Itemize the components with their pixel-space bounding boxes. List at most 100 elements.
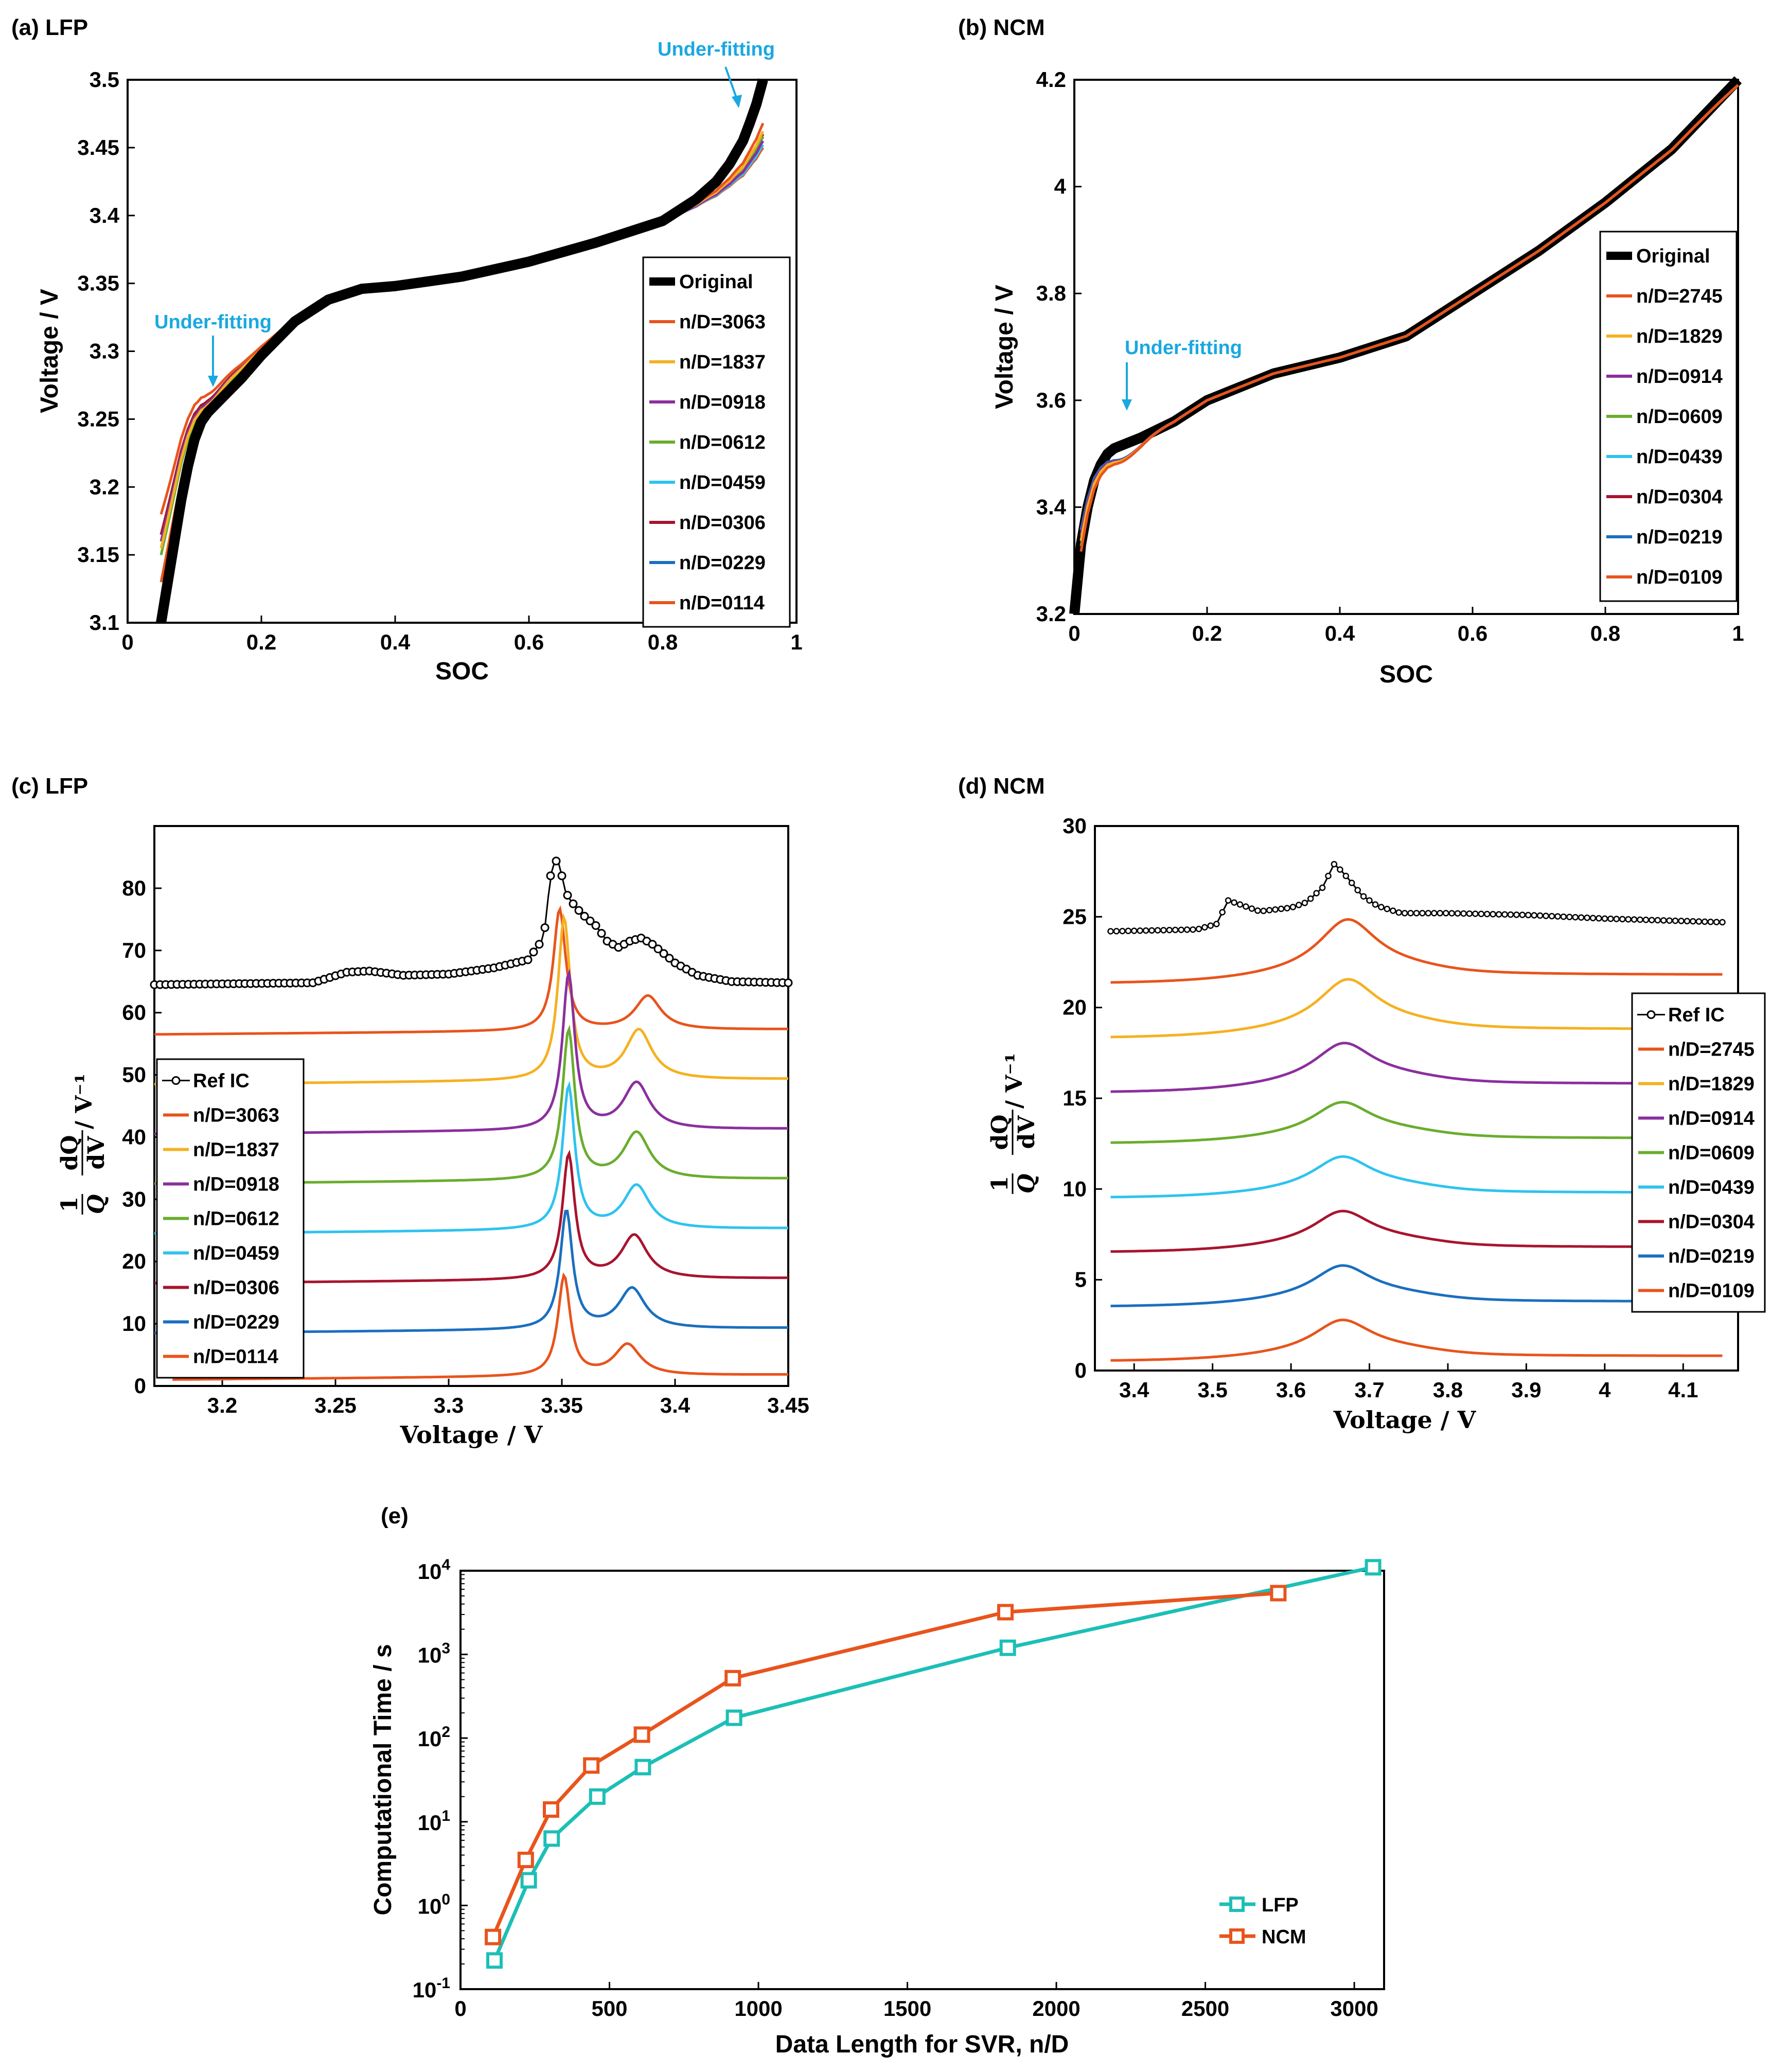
panel-c-legend-label: n/D=0306 xyxy=(193,1277,279,1299)
panel-e-legend-label: LFP xyxy=(1262,1894,1299,1916)
panel-c-axes xyxy=(153,825,789,1387)
panel-e-legend-marker xyxy=(1229,1928,1245,1944)
panel-d-ref-ic-marker xyxy=(1531,912,1537,919)
d-xtick-label: 3.4 xyxy=(1119,1378,1149,1402)
panel-a-legend-label: n/D=0918 xyxy=(679,392,766,413)
panel-d-ref-ic-marker xyxy=(1296,902,1302,908)
panel-d-ref-ic-marker xyxy=(1631,916,1638,923)
panel-a-legend-label: n/D=1837 xyxy=(679,352,766,373)
panel-d-ref-ic-marker xyxy=(1684,918,1691,925)
panel-d-legend-label: n/D=0109 xyxy=(1668,1280,1755,1302)
panel-e-marker-LFP xyxy=(486,1952,503,1969)
panel-a-yticks: 3.1 3.15 3.2 3.25 3.3 3.35 3.4 3.45 3.5 xyxy=(77,67,135,635)
panel-d-ref-ic-marker xyxy=(1483,910,1491,918)
panel-b-legend-label: n/D=0304 xyxy=(1636,486,1723,508)
b-ytick-label: 4 xyxy=(1054,174,1067,199)
panel-e-ytick-label: 104 xyxy=(418,1556,451,1584)
panel-c-ylabel: 1 Q dQ dV / V⁻¹ xyxy=(57,1074,110,1215)
a-xtick-label: 0.4 xyxy=(380,630,411,654)
a-ytick-label: 3.25 xyxy=(77,407,119,431)
panel-d-ref-ic-marker xyxy=(1395,909,1402,916)
panel-e-legend-label: NCM xyxy=(1262,1926,1306,1948)
panel-d-ref-ic-marker xyxy=(1425,910,1432,917)
svg-text:dV: dV xyxy=(83,1136,110,1170)
panel-d-ref-ic-marker xyxy=(1183,926,1191,933)
panel-c: (c) LFP 3.2 3.25 3.3 3.35 3.4 3.45 0 10 20 30 40 5… xyxy=(11,774,809,1449)
panel-a-arrowhead-top xyxy=(732,95,742,108)
c-xtick-label: 3.2 xyxy=(207,1393,237,1417)
panel-d-ref-ic-marker xyxy=(1201,924,1208,931)
panel-d-ref-ic-marker xyxy=(1125,927,1132,935)
d-xtick-label: 3.7 xyxy=(1354,1378,1384,1402)
panel-e-marker-LFP xyxy=(634,1759,651,1776)
svg-text:dQ: dQ xyxy=(57,1135,83,1170)
c-ytick-label: 30 xyxy=(122,1187,146,1211)
a-ytick-label: 3.2 xyxy=(90,475,119,499)
d-ytick-label: 10 xyxy=(1062,1177,1087,1201)
panel-c-ref-ic xyxy=(150,856,793,989)
panel-d-ref-ic-marker xyxy=(1342,872,1350,880)
panel-d-xlabel: Voltage / V xyxy=(1333,1406,1477,1434)
panel-a-label: (a) LFP xyxy=(11,15,88,40)
panel-d-ref-ic-marker xyxy=(1307,895,1314,902)
panel-d-ref-ic-marker xyxy=(1325,872,1332,880)
svg-text:/ V⁻¹: / V⁻¹ xyxy=(71,1074,97,1129)
panel-d-ref-ic-marker xyxy=(1331,861,1338,868)
panel-d-ref-ic-marker xyxy=(1649,917,1655,923)
panel-d-ref-ic-marker xyxy=(1454,910,1461,917)
panel-d-ref-ic-marker xyxy=(1213,921,1220,927)
panel-e-marker-NCM xyxy=(485,1928,502,1945)
panel-c-legend-label: n/D=0229 xyxy=(193,1312,279,1333)
panel-b-legend-label: n/D=1829 xyxy=(1636,326,1723,347)
panel-d-ref-ic-marker xyxy=(1207,922,1214,929)
d-ytick-label: 5 xyxy=(1075,1268,1087,1292)
panel-e-xlabel: Data Length for SVR, n/D xyxy=(775,2031,1069,2058)
panel-e-ytick-label: 102 xyxy=(418,1724,450,1751)
c-ytick-label: 70 xyxy=(122,938,146,962)
panel-d-ref-ic-marker xyxy=(1442,910,1449,917)
panel-d-ref-ic-marker xyxy=(1178,926,1184,933)
panel-e-marker-LFP xyxy=(543,1830,560,1847)
panel-b-xlabel: SOC xyxy=(1379,661,1433,688)
panel-c-legend-label: Ref IC xyxy=(193,1070,250,1092)
panel-d-curve-n/D=0109 xyxy=(1110,1319,1723,1362)
d-xtick-label: 4.1 xyxy=(1668,1378,1698,1402)
panel-d-ref-ic-marker xyxy=(1225,897,1232,904)
panel-d-ref-ic-marker xyxy=(1513,911,1520,918)
panel-d-ref-ic-marker xyxy=(1195,925,1202,933)
panel-b-label: (b) NCM xyxy=(958,15,1045,40)
panel-c-xlabel: Voltage / V xyxy=(400,1421,543,1449)
panel-d-ref-ic-marker xyxy=(1690,918,1696,925)
panel-c-ref-ic-marker xyxy=(648,940,657,949)
panel-e-axes xyxy=(459,1570,1385,1990)
panel-e-xtick-label: 2500 xyxy=(1181,1996,1229,2021)
panel-c-legend-label: n/D=1837 xyxy=(193,1139,279,1161)
panel-d-legend-marker xyxy=(1646,1010,1656,1019)
panel-b-xticks: 0 0.2 0.4 0.6 0.8 1 xyxy=(1068,607,1744,645)
panel-e-marker-LFP xyxy=(1365,1559,1382,1576)
b-xtick-label: 0.8 xyxy=(1590,621,1620,645)
panel-d-ref-ic-marker xyxy=(1607,915,1614,922)
panel-e: (e) 0 500 1000 1500 2000 2500 3000 10-11001011… xyxy=(369,1503,1385,2058)
panel-c-curve-n/D=3063 xyxy=(154,905,788,1036)
panel-d-ref-ic-marker xyxy=(1107,928,1114,935)
panel-d-ref-ic-marker xyxy=(1596,915,1602,922)
panel-d-curve-n/D=0219 xyxy=(1110,1264,1723,1308)
panel-c-xticks: 3.2 3.25 3.3 3.35 3.4 3.45 xyxy=(207,1379,809,1417)
a-xtick-label: 0 xyxy=(121,630,133,654)
panel-e-marker-NCM xyxy=(543,1801,559,1818)
panel-d-legend-label: n/D=0304 xyxy=(1668,1211,1755,1233)
panel-e-series xyxy=(485,1559,1382,1969)
panel-c-ref-ic-marker xyxy=(535,940,544,949)
svg-text:Q: Q xyxy=(1014,1174,1040,1193)
panel-d-ref-ic-marker xyxy=(1337,866,1343,873)
panel-d-ref-ic-marker xyxy=(1137,927,1143,934)
panel-a-annotation-left: Under-fitting xyxy=(154,311,272,333)
panel-b: (b) NCM 0 0.2 0.4 0.6 0.8 1 3.23.43.63.844.2 … xyxy=(958,15,1744,688)
panel-d-ref-ic-marker xyxy=(1243,903,1249,910)
b-xtick-label: 0.6 xyxy=(1458,621,1487,645)
panel-d-ref-ic-marker xyxy=(1495,911,1502,918)
panel-d-ref-ic-marker xyxy=(1478,910,1485,918)
panel-d-ref-ic-marker xyxy=(1466,910,1473,917)
